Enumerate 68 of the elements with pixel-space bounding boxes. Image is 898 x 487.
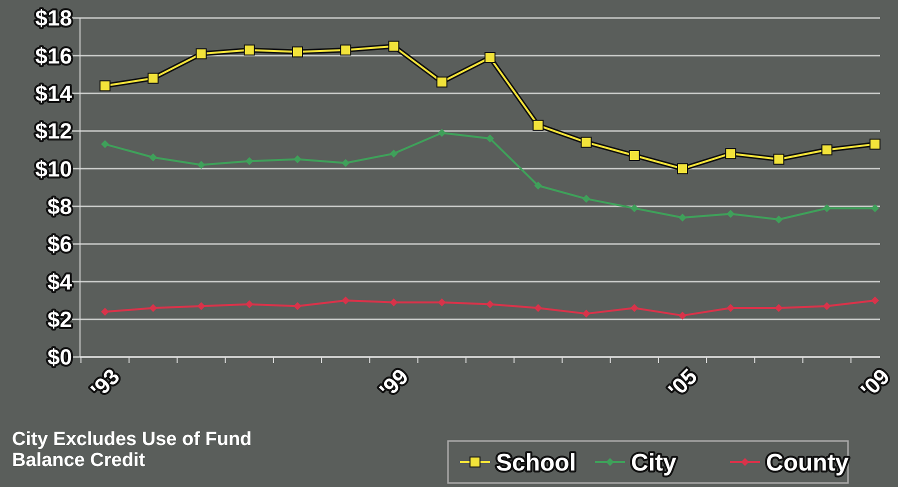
point xyxy=(244,44,255,56)
point xyxy=(197,302,206,310)
x-tick-label: '93 xyxy=(86,364,124,402)
point xyxy=(534,182,542,190)
y-tick-label: $4 xyxy=(48,269,73,294)
point xyxy=(342,296,350,304)
point xyxy=(678,214,686,222)
point xyxy=(630,204,638,212)
point xyxy=(148,72,159,84)
y-tick-label: $18 xyxy=(35,6,72,31)
point xyxy=(821,144,832,156)
point xyxy=(630,304,638,312)
point xyxy=(774,304,783,312)
point xyxy=(582,194,590,203)
point xyxy=(628,150,640,161)
point xyxy=(773,154,784,165)
y-tick-label: $16 xyxy=(35,43,72,68)
point xyxy=(388,40,400,52)
y-tick-label: $14 xyxy=(35,81,73,106)
point xyxy=(871,204,879,212)
point xyxy=(438,128,446,137)
point xyxy=(101,308,109,316)
point xyxy=(484,52,496,64)
point xyxy=(822,302,831,310)
point xyxy=(294,302,302,310)
point xyxy=(340,44,352,56)
point xyxy=(149,153,158,162)
point xyxy=(100,80,110,92)
point xyxy=(678,312,686,320)
point xyxy=(390,150,398,158)
legend-label: City xyxy=(631,449,677,476)
point xyxy=(245,300,254,308)
point xyxy=(725,148,736,160)
legend-label: County xyxy=(766,449,850,476)
y-tick-label: $6 xyxy=(48,232,72,257)
x-tick-label: '99 xyxy=(374,364,414,402)
y-tick-label: $8 xyxy=(48,194,72,220)
text: City Excludes Use of Fund Balance Credit xyxy=(12,429,252,471)
point xyxy=(582,310,590,318)
y-tick-label: $10 xyxy=(35,156,72,182)
point xyxy=(292,46,303,58)
point xyxy=(101,140,109,148)
point xyxy=(197,160,206,169)
point xyxy=(774,216,783,224)
point xyxy=(196,48,207,60)
legend-label: School xyxy=(496,449,576,476)
point xyxy=(726,210,735,218)
point xyxy=(486,134,494,143)
x-tick-label: '09 xyxy=(856,364,894,402)
point xyxy=(294,155,302,164)
x-tick-label: '05 xyxy=(663,364,702,402)
point xyxy=(390,298,398,306)
point xyxy=(245,157,254,166)
point xyxy=(871,296,879,304)
point xyxy=(438,298,446,306)
point xyxy=(870,138,880,150)
y-tick-label: $2 xyxy=(48,307,72,332)
point xyxy=(532,120,544,131)
point xyxy=(436,76,448,88)
point xyxy=(534,304,542,312)
point xyxy=(149,304,158,312)
y-tick-label: $12 xyxy=(35,118,72,144)
point xyxy=(580,136,592,148)
point xyxy=(486,300,494,308)
point xyxy=(822,204,831,212)
y-tick-label: $0 xyxy=(48,344,72,370)
point xyxy=(342,159,350,168)
point xyxy=(677,163,688,174)
